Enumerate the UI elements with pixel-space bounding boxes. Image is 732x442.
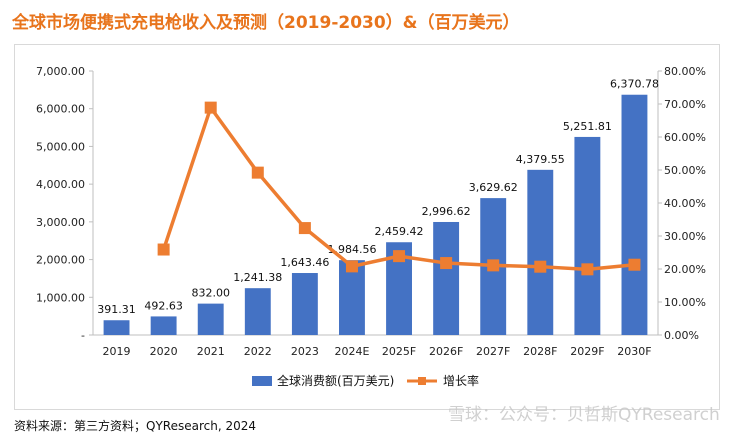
- left-axis-tick-label: 4,000.00: [36, 178, 85, 191]
- legend-line-label: 增长率: [443, 373, 479, 388]
- bar-data-label: 2,996.62: [422, 205, 471, 218]
- growth-rate-marker: [345, 260, 358, 273]
- bar-data-label: 1,241.38: [233, 271, 282, 284]
- bar-data-label: 391.31: [97, 303, 136, 316]
- x-axis-tick-label: 2025F: [382, 345, 416, 358]
- right-axis-ticks: 0.00% 10.00% 20.00% 30.00% 40.00% 50.00% 60.00…: [658, 65, 706, 342]
- growth-rate-marker: [298, 222, 311, 235]
- left-axis-ticks: - 1,000.00 2,000.00 3,000.00 4,000.00 5,000.0…: [36, 65, 93, 342]
- right-axis-tick-label: 30.00%: [664, 230, 706, 243]
- legend-bar-label: 全球消费额(百万美元): [277, 373, 394, 388]
- growth-rate-marker: [157, 243, 170, 256]
- chart-title: 全球市场便携式充电枪收入及预测（2019-2030）&（百万美元）: [12, 13, 520, 33]
- x-axis-tick-label: 2027F: [476, 345, 510, 358]
- right-axis-tick-label: 0.00%: [664, 329, 699, 342]
- growth-rate-marker: [204, 101, 217, 114]
- left-axis-tick-label: 6,000.00: [36, 103, 85, 116]
- legend-line-marker: [418, 377, 426, 385]
- bar-data-label: 6,370.78: [610, 78, 659, 91]
- growth-rate-marker: [534, 260, 547, 273]
- bar-data-label: 5,251.81: [563, 120, 612, 133]
- right-axis-tick-label: 60.00%: [664, 131, 706, 144]
- right-axis-tick-label: 70.00%: [664, 98, 706, 111]
- combo-chart: - 1,000.00 2,000.00 3,000.00 4,000.00 5,000.0…: [36, 65, 706, 388]
- right-axis-tick-label: 40.00%: [664, 197, 706, 210]
- watermark: 雪球：公众号：贝哲斯QYResearch: [448, 405, 720, 425]
- x-axis-tick-label: 2021: [197, 345, 225, 358]
- growth-rate-marker: [581, 263, 594, 276]
- x-axis-tick-label: 2026F: [429, 345, 463, 358]
- left-axis-tick-label: 7,000.00: [36, 65, 85, 78]
- source-note: 资料来源：第三方资料；QYResearch, 2024: [14, 419, 256, 433]
- bar-series: [103, 94, 648, 335]
- right-axis-tick-label: 10.00%: [664, 296, 706, 309]
- bar-data-label: 832.00: [191, 287, 230, 300]
- chart-frame: - 1,000.00 2,000.00 3,000.00 4,000.00 5,000.0…: [14, 44, 720, 410]
- bar-data-label: 4,379.55: [516, 153, 565, 166]
- left-axis-tick-label: 3,000.00: [36, 216, 85, 229]
- x-axis-tick-label: 2030F: [617, 345, 651, 358]
- growth-rate-marker: [251, 166, 264, 179]
- legend: 全球消费额(百万美元) 增长率: [252, 373, 479, 388]
- x-axis-tick-label: 2019: [103, 345, 131, 358]
- left-axis-tick-label: 2,000.00: [36, 254, 85, 267]
- x-axis-tick-label: 2023: [291, 345, 319, 358]
- x-axis-tick-label: 2020: [150, 345, 178, 358]
- bar-data-labels: 391.31 492.63 832.001,241.38 1,643.461,984.…: [97, 78, 659, 317]
- growth-rate-marker: [393, 250, 406, 263]
- left-axis-tick-label: 5,000.00: [36, 140, 85, 153]
- growth-rate-marker: [628, 258, 641, 271]
- bar-data-label: 1,984.56: [327, 243, 376, 256]
- right-axis-tick-label: 20.00%: [664, 263, 706, 276]
- bar: [574, 136, 601, 335]
- x-axis-tick-label: 2024E: [334, 345, 369, 358]
- bar: [150, 316, 177, 335]
- x-axis-tick-label: 2022: [244, 345, 272, 358]
- bar-data-label: 2,459.42: [375, 225, 424, 238]
- growth-rate-marker: [440, 257, 453, 270]
- bar: [621, 94, 648, 335]
- x-axis-tick-label: 2028F: [523, 345, 557, 358]
- left-axis-tick-label: -: [81, 329, 85, 342]
- bar: [291, 273, 318, 335]
- bar: [103, 320, 130, 335]
- right-axis-tick-label: 80.00%: [664, 65, 706, 78]
- growth-rate-marker: [487, 259, 500, 272]
- left-axis-tick-label: 1,000.00: [36, 291, 85, 304]
- bar-data-label: 492.63: [144, 299, 183, 312]
- bar: [527, 169, 554, 335]
- x-axis-ticks: 2019 2020 2021 2022 2023 2024E 2025F 2026F 2027F…: [103, 345, 652, 358]
- right-axis-tick-label: 50.00%: [664, 164, 706, 177]
- bar: [197, 303, 224, 335]
- bar-data-label: 3,629.62: [469, 181, 518, 194]
- legend-bar-swatch: [252, 376, 272, 386]
- bar-data-label: 1,643.46: [280, 256, 329, 269]
- bar: [339, 260, 365, 335]
- bar: [244, 288, 271, 335]
- bar: [433, 221, 460, 335]
- x-axis-tick-label: 2029F: [570, 345, 604, 358]
- line-series: [157, 101, 641, 276]
